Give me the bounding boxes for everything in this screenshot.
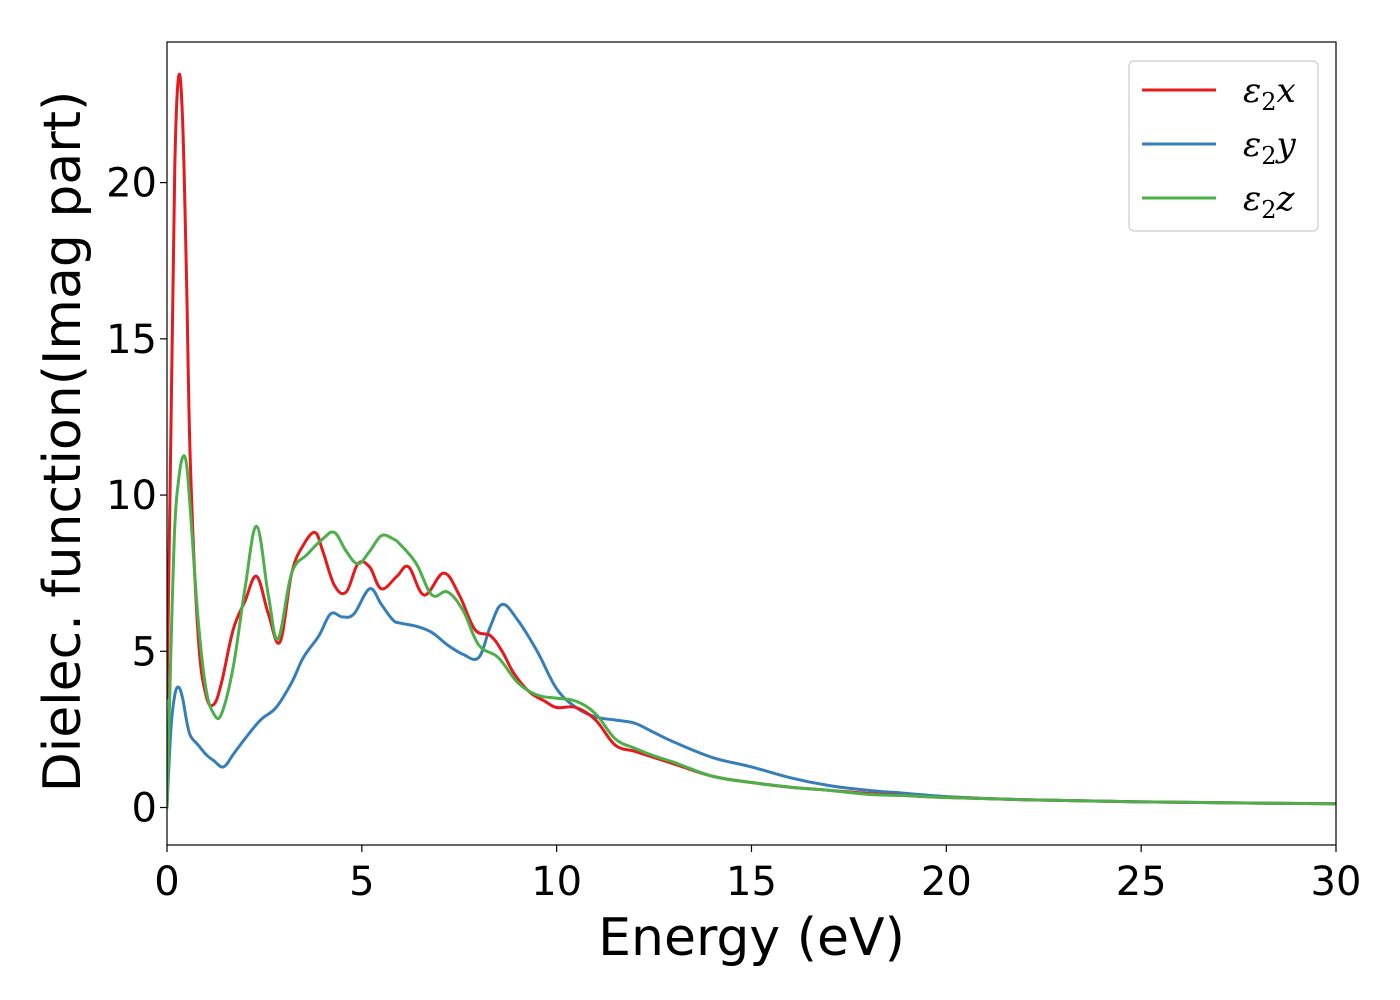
legend-label-y: ε2y — [1243, 125, 1297, 170]
x-tick-label: 0 — [154, 859, 179, 905]
y-tick-label: 20 — [106, 161, 157, 207]
series-line-y — [167, 587, 1336, 810]
legend-label-x: ε2x — [1243, 71, 1296, 116]
y-axis: 0 5 10 15 20 — [106, 161, 167, 832]
x-tick-label: 10 — [531, 859, 582, 905]
legend-label-z: ε2z — [1243, 179, 1296, 224]
x-tick-label: 25 — [1116, 859, 1167, 905]
x-tick-label: 5 — [349, 859, 374, 905]
y-tick-label: 5 — [132, 629, 157, 675]
series-line-z — [167, 454, 1336, 810]
series-layer — [167, 72, 1336, 810]
legend-box — [1128, 60, 1319, 232]
x-axis-label: Energy (eV) — [598, 908, 905, 968]
y-axis-label: Dielec. function(Imag part) — [33, 91, 93, 793]
x-tick-label: 30 — [1311, 859, 1362, 905]
x-axis: 0 5 10 15 20 25 30 — [154, 845, 1361, 905]
y-tick-label: 10 — [106, 473, 157, 519]
y-tick-label: 15 — [106, 317, 157, 363]
y-tick-label: 0 — [132, 786, 157, 832]
x-tick-label: 20 — [921, 859, 972, 905]
x-tick-label: 15 — [726, 859, 777, 905]
legend: ε2x ε2y ε2z — [1128, 60, 1319, 232]
